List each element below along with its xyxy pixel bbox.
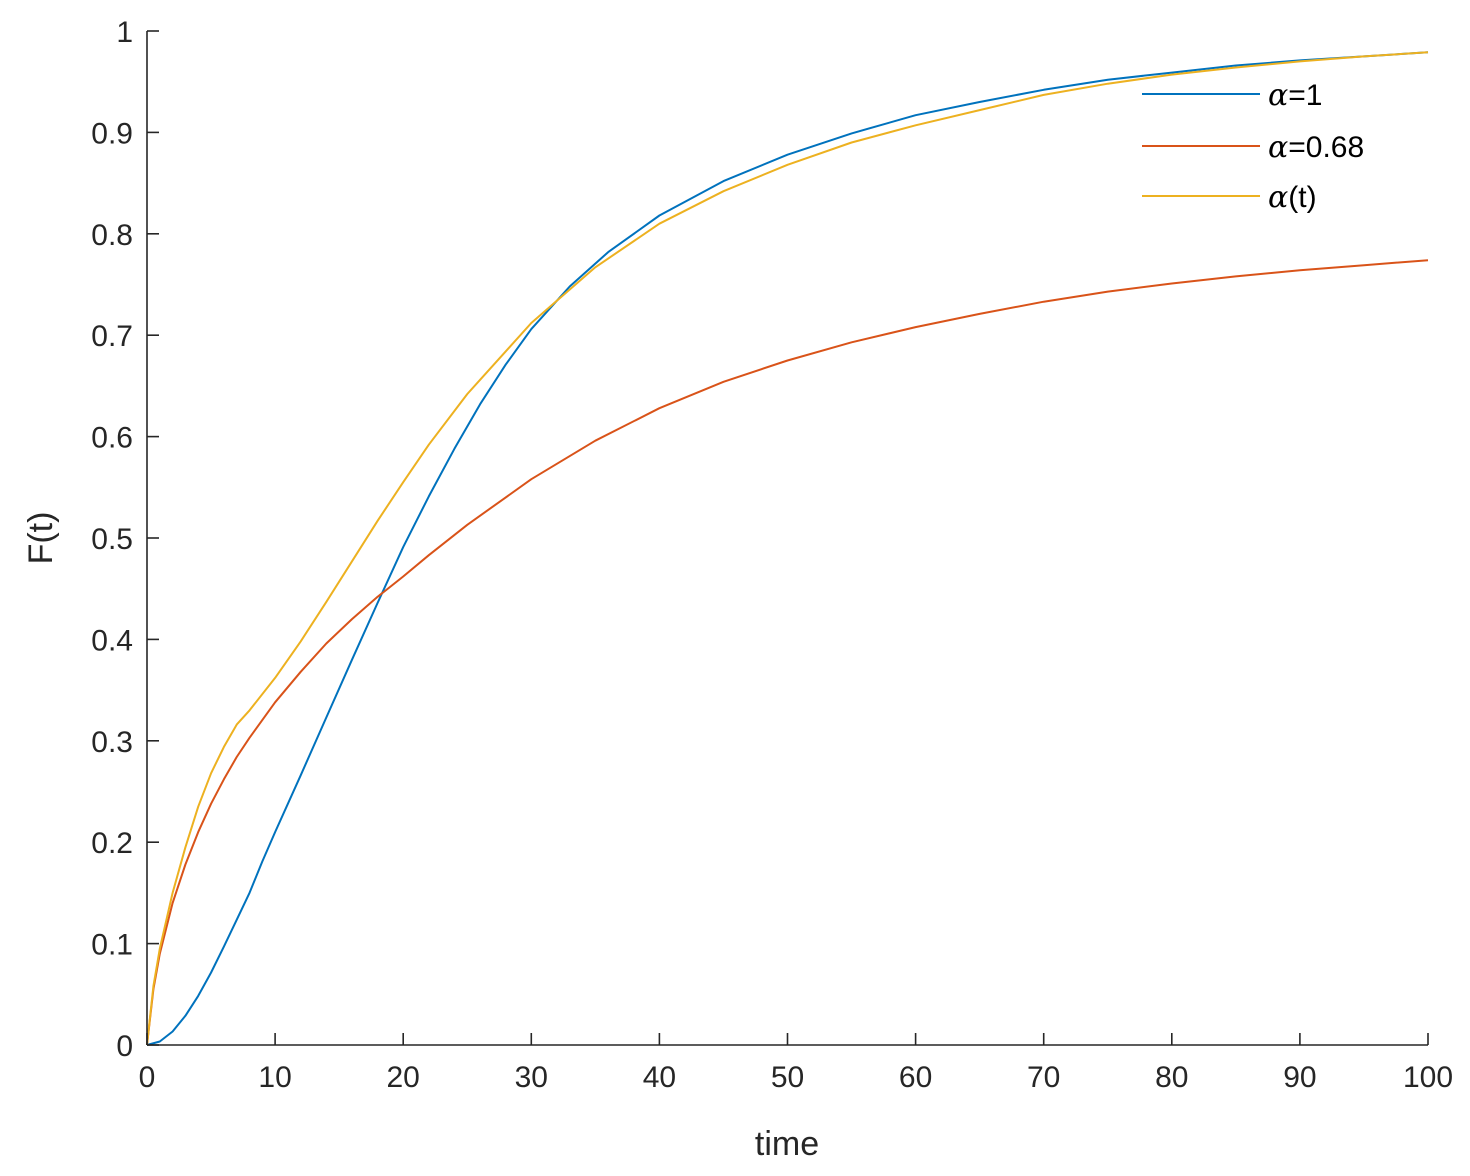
x-tick-label: 20 bbox=[387, 1061, 420, 1094]
y-tick-label: 0.9 bbox=[91, 117, 133, 150]
x-tick-label: 40 bbox=[643, 1061, 676, 1094]
y-tick-label: 0.7 bbox=[91, 320, 133, 353]
series-line-1 bbox=[146, 51, 1429, 1046]
x-tick-label: 60 bbox=[899, 1061, 932, 1094]
axes bbox=[146, 31, 1428, 1046]
ticks: 0 10 20 30 40 50 60 70 80 90 100 0 0.1 0.2 0.3 0.4 0.5 0.… bbox=[91, 16, 1453, 1094]
x-tick-label: 70 bbox=[1027, 1061, 1060, 1094]
x-axis-label: time bbox=[755, 1125, 819, 1163]
legend-entry-3: α(t) bbox=[1268, 180, 1317, 215]
y-tick-label: 0.2 bbox=[91, 827, 133, 860]
legend-entry-2: α=0.68 bbox=[1268, 130, 1364, 165]
x-tick-label: 30 bbox=[515, 1061, 548, 1094]
y-tick-label: 0 bbox=[116, 1030, 133, 1063]
y-tick-label: 0.6 bbox=[91, 422, 133, 455]
x-tick-label: 50 bbox=[771, 1061, 804, 1094]
y-tick-label: 0.1 bbox=[91, 929, 133, 962]
y-tick-label: 0.8 bbox=[91, 219, 133, 252]
x-tick-label: 0 bbox=[139, 1061, 156, 1094]
series-line-2 bbox=[146, 259, 1429, 1046]
series-layer bbox=[146, 51, 1429, 1046]
x-tick-label: 90 bbox=[1283, 1061, 1316, 1094]
y-tick-label: 1 bbox=[116, 16, 133, 49]
x-tick-label: 100 bbox=[1403, 1061, 1453, 1094]
series-line-3 bbox=[146, 51, 1429, 1046]
y-axis-label: F(t) bbox=[22, 512, 60, 565]
x-tick-label: 80 bbox=[1155, 1061, 1188, 1094]
legend-entry-1: α=1 bbox=[1268, 78, 1322, 113]
x-tick-label: 10 bbox=[258, 1061, 291, 1094]
y-tick-label: 0.4 bbox=[91, 624, 133, 657]
legend: α=1 α=0.68 α(t) bbox=[1142, 78, 1364, 215]
y-tick-label: 0.5 bbox=[91, 523, 133, 556]
y-tick-label: 0.3 bbox=[91, 726, 133, 759]
